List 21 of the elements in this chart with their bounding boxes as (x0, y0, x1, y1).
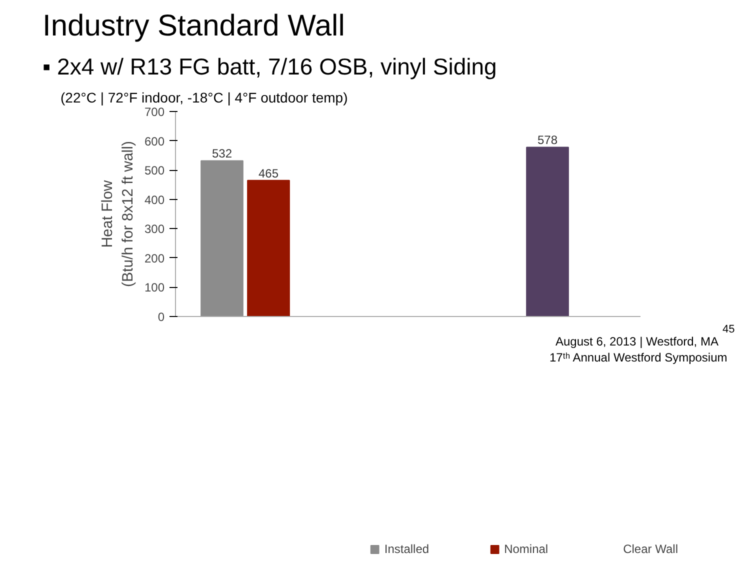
chart-title: Industry Standard Wall (42, 10, 345, 42)
y-axis-title: Heat Flow (Btu/h for 8x12 ft wall) (99, 141, 136, 287)
text: (22°C | 72°F indoor, -18°C | 4°F outdoor temp) (60, 90, 348, 106)
legend-label: Installed (384, 542, 430, 556)
data-label: 532 (212, 146, 232, 161)
text: 45 (722, 324, 735, 336)
y-tick-label: 700 (144, 105, 165, 119)
text: 17ᵗʰ Annual Westford Symposium (550, 350, 728, 364)
y-tick-label: 0 (158, 310, 165, 324)
y-tick-label: 500 (144, 164, 165, 178)
y-tick-label: 200 (144, 251, 165, 266)
y-tick-label: 300 (144, 222, 165, 236)
data-label: 465 (258, 166, 279, 180)
y-tick-label: 400 (144, 192, 165, 207)
legend-label: Clear Wall (623, 542, 678, 556)
y-tick-label: 100 (144, 280, 165, 295)
legend-label: Nominal (504, 542, 548, 556)
data-label: 578 (537, 133, 558, 148)
y-tick-label: 600 (144, 134, 165, 148)
text: August 6, 2013 | Westford, MA (556, 334, 718, 348)
chart-subtitle: ▪ 2x4 w/ R13 FG batt, 7/16 OSB, vinyl Siding (42, 54, 497, 80)
